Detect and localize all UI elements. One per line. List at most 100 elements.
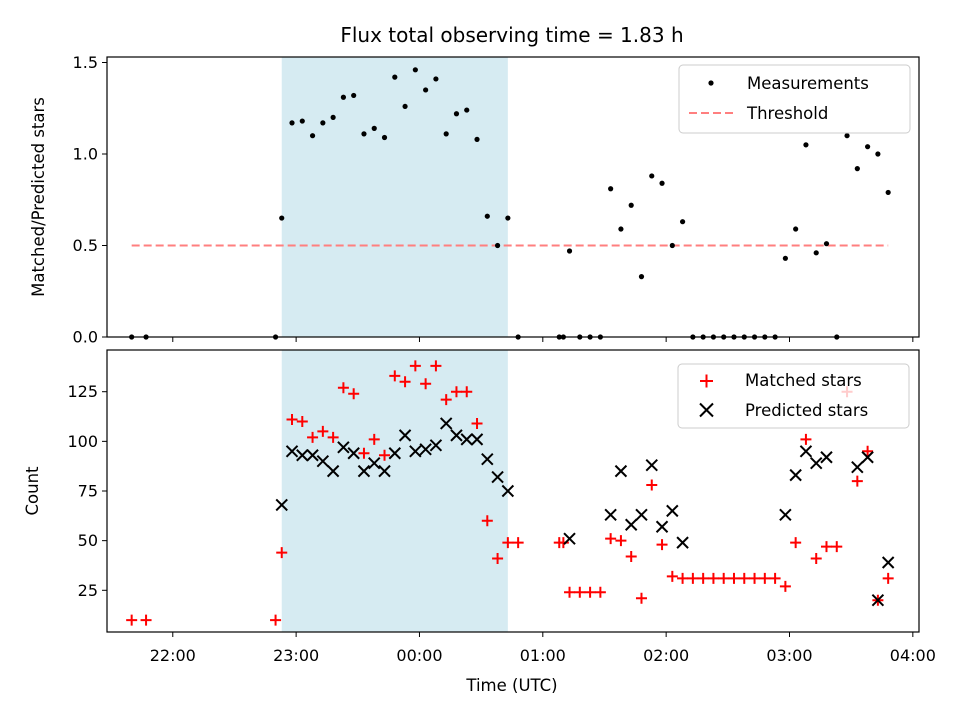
measurement-point	[844, 133, 850, 139]
matched-star-marker	[564, 586, 576, 598]
predicted-star-marker	[419, 443, 432, 456]
predicted-star-marker	[666, 504, 679, 518]
matched-star-marker	[790, 537, 802, 549]
predicted-star-marker	[439, 417, 453, 430]
measurement-point	[659, 180, 665, 186]
measurement-point	[885, 189, 891, 196]
matched-star-marker	[461, 386, 473, 398]
measurement-point	[782, 255, 788, 261]
predicted-star-marker	[481, 453, 494, 466]
x-tick-label: 04:00	[890, 646, 936, 665]
observing-span-top	[281, 57, 508, 337]
y-tick-label: 50	[78, 531, 98, 550]
matched-star-marker	[420, 378, 432, 390]
top-x-ticks	[172, 337, 914, 342]
predicted-star-marker	[409, 445, 422, 458]
predicted-star-marker	[357, 464, 371, 478]
predicted-star-marker	[326, 464, 340, 478]
predicted-star-marker	[563, 532, 576, 545]
matched-star-marker	[677, 572, 689, 584]
measurement-point	[813, 250, 819, 256]
predicted-star-marker	[624, 518, 638, 531]
x-tick-label: 01:00	[520, 646, 566, 665]
top-legend-box	[678, 64, 911, 134]
measurement-point	[649, 173, 655, 179]
matched-star-marker	[862, 445, 874, 457]
matched-star-marker	[666, 570, 678, 582]
y-tick-label: 0.0	[73, 328, 98, 347]
matched-star-marker	[831, 541, 843, 553]
legend-plus-marker	[700, 374, 713, 388]
x-tick-label: 03:00	[766, 646, 812, 665]
measurement-point	[669, 242, 675, 249]
y-tick-label: 125	[67, 382, 98, 401]
measurement-point	[453, 111, 460, 117]
predicted-star-marker	[820, 451, 833, 464]
matched-star-marker	[307, 431, 319, 443]
matched-star-marker	[270, 614, 282, 626]
legend-x-marker	[699, 402, 714, 418]
measurement-point	[279, 215, 285, 221]
matched-star-marker	[687, 572, 699, 584]
measurement-point	[803, 142, 809, 148]
matched-star-marker	[502, 537, 514, 549]
predicted-star-marker	[645, 458, 658, 472]
predicted-star-marker	[378, 464, 391, 478]
measurement-point	[392, 74, 398, 80]
top-y-axis-label: Matched/Predicted stars	[29, 97, 48, 297]
x-axis-label: Time (UTC)	[465, 676, 557, 695]
measurement-point	[412, 67, 418, 73]
x-tick-label: 23:00	[273, 646, 319, 665]
predicted-star-marker	[316, 455, 330, 468]
matched-star-marker	[471, 417, 483, 429]
predicted-star-marker	[306, 449, 319, 462]
legend-measurements: Measurements	[747, 74, 869, 93]
observing-span-bottom	[281, 350, 508, 632]
predicted-star-marker	[460, 433, 473, 446]
matched-star-marker	[379, 449, 391, 461]
matched-star-marker	[615, 535, 627, 547]
measurement-point	[865, 144, 871, 150]
matched-star-marker	[605, 533, 617, 545]
predicted-star-marker	[779, 508, 792, 522]
measurement-point	[628, 202, 634, 208]
y-tick-label: 1.5	[73, 53, 98, 72]
measurement-point	[875, 151, 881, 157]
predicted-star-marker	[347, 447, 360, 460]
measurement-point	[484, 213, 490, 219]
matched-star-marker	[646, 479, 658, 491]
measurement-point	[566, 248, 573, 254]
matched-star-marker	[718, 572, 730, 584]
measurement-point	[638, 274, 645, 280]
top-y-ticks: 0.0 0.5 1.0 1.5	[73, 53, 107, 347]
measurement-point	[854, 166, 860, 172]
predicted-star-marker	[871, 594, 885, 607]
predicted-star-marker	[789, 468, 802, 482]
matched-star-marker	[594, 586, 606, 598]
measurement-point	[505, 215, 511, 221]
predicted-star-marker	[470, 433, 484, 446]
matched-star-marker	[492, 553, 504, 565]
matched-star-marker	[625, 551, 637, 563]
matched-star-marker	[882, 572, 894, 584]
predicted-star-marker	[337, 441, 350, 454]
matched-star-marker	[337, 382, 349, 394]
y-tick-label: 0.5	[73, 236, 98, 255]
predicted-star-marker	[491, 470, 504, 484]
measurement-point	[474, 136, 480, 142]
matched-star-marker	[126, 614, 138, 626]
legend-dot-marker	[708, 80, 714, 86]
matched-star-marker	[450, 386, 462, 398]
chart-title: Flux total observing time = 1.83 h	[340, 23, 683, 47]
matched-star-marker	[749, 572, 761, 584]
predicted-star-marker	[635, 508, 648, 522]
matched-star-marker	[276, 547, 288, 559]
predicted-star-marker	[398, 429, 412, 442]
y-tick-label: 100	[67, 432, 98, 451]
bottom-y-ticks: 25 50 75 100 125	[67, 382, 107, 600]
matched-star-marker	[327, 431, 339, 443]
matched-star-marker	[584, 586, 596, 598]
matched-star-marker	[635, 592, 647, 604]
matched-star-marker	[800, 433, 812, 445]
